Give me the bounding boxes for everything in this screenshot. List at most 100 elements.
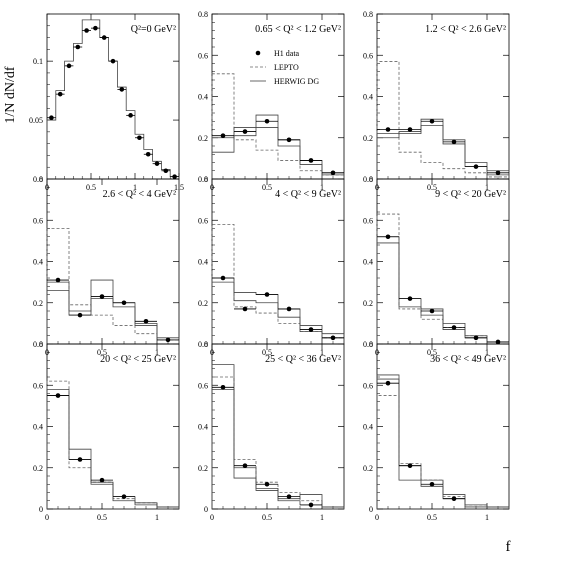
panel-5: 00.20.40.60.800.514 < Q² < 9 GeV² [198, 175, 345, 357]
y-tick-label: 0 [204, 175, 208, 184]
data-point [220, 385, 226, 390]
q2-range-label: 4 < Q² < 9 GeV² [275, 189, 341, 200]
data-point [172, 174, 177, 179]
data-point [330, 335, 336, 341]
legend-data-label: H1 data [274, 49, 300, 58]
x-tick-label: 0.5 [262, 183, 272, 192]
data-point [145, 151, 151, 157]
data-point [77, 312, 83, 318]
y-tick-label: 0.6 [33, 381, 43, 390]
y-tick-label: 0.8 [363, 10, 373, 19]
y-tick-label: 0.2 [198, 299, 208, 308]
y-tick-label: 0.8 [363, 340, 373, 349]
q2-range-label: 2.6 < Q² < 4 GeV² [103, 189, 176, 200]
legend-data-marker [255, 50, 261, 56]
y-tick-label: 0.2 [363, 464, 373, 473]
y-tick-label: 0.8 [33, 340, 43, 349]
y-tick-label: 0 [204, 505, 208, 514]
panel-frame [376, 13, 510, 180]
x-tick-label: 0 [45, 513, 49, 522]
y-tick-label: 0.4 [198, 423, 208, 432]
x-tick-label: 0.5 [97, 513, 107, 522]
x-tick-label: 1 [485, 348, 489, 357]
data-point [286, 494, 292, 499]
y-tick-label: 0.8 [33, 175, 43, 184]
data-point [308, 502, 314, 508]
y-tick-label: 0.6 [363, 51, 373, 60]
y-tick-label: 0 [204, 340, 208, 349]
data-point [242, 306, 248, 312]
panel-1: 00.050.100.511.5Q²=0 GeV² [29, 13, 184, 192]
panel-8: 00.20.40.60.80 0.5 125 < Q² < 36 GeV² [198, 340, 345, 522]
data-point [495, 170, 501, 176]
data-point [128, 113, 133, 118]
data-point [451, 496, 457, 501]
data-point [55, 393, 61, 398]
data-point [429, 118, 435, 124]
x-axis-label: f [506, 539, 511, 555]
panel-9: 00.20.40.60.80 0.5 136 < Q² < 49 GeV² [363, 340, 510, 522]
data-point [495, 339, 501, 345]
x-tick-label: 1 [485, 183, 489, 192]
y-tick-label: 0.4 [363, 423, 373, 432]
data-point [84, 28, 89, 33]
panel-frame [46, 13, 180, 180]
data-point [308, 327, 314, 332]
data-point [242, 129, 248, 134]
y-tick-label: 0.8 [198, 10, 208, 19]
data-point [99, 477, 105, 483]
q2-range-label: 25 < Q² < 36 GeV² [265, 354, 341, 365]
panel-3: 00.20.40.60.800.511.2 < Q² < 2.6 GeV² [363, 10, 510, 192]
data-point [407, 463, 413, 468]
q2-range-label: 1.2 < Q² < 2.6 GeV² [425, 24, 506, 35]
x-tick-label: 0 [210, 513, 214, 522]
data-point [451, 139, 457, 145]
lepto-histogram [211, 223, 345, 344]
y-tick-label: 0.4 [198, 258, 208, 267]
data-point [330, 170, 336, 176]
x-tick-label: 0.5 [427, 348, 437, 357]
y-tick-label: 0.2 [363, 134, 373, 143]
x-tick-label: 0.5 [427, 513, 437, 522]
data-point [143, 319, 149, 324]
x-tick-label: 0 [375, 513, 379, 522]
data-point [264, 481, 270, 487]
panel-4: 00.20.40.60.800.512.6 < Q² < 4 GeV² [33, 175, 180, 357]
x-tick-label: 0.5 [427, 183, 437, 192]
y-tick-label: 0 [369, 340, 373, 349]
q2-range-label: Q²=0 GeV² [131, 24, 176, 35]
q2-range-label: 20 < Q² < 25 GeV² [100, 354, 176, 365]
data-point [137, 135, 142, 141]
data-point [220, 133, 226, 138]
y-tick-label: 0.6 [363, 381, 373, 390]
y-tick-label: 0.4 [33, 423, 43, 432]
data-point [163, 168, 169, 174]
data-point [99, 294, 105, 299]
x-tick-label: 1 [155, 348, 159, 357]
data-point [77, 457, 83, 462]
y-tick-label: 0.8 [198, 175, 208, 184]
x-tick-label: 1 [155, 513, 159, 522]
y-axis-label: 1/N dN/df [3, 66, 18, 124]
data-point [121, 494, 127, 499]
herwig-histogram [376, 124, 510, 179]
herwig-histogram [211, 281, 345, 344]
herwig-histogram [376, 242, 510, 344]
x-tick-label: 0.5 [262, 348, 272, 357]
y-tick-label: 0.6 [363, 216, 373, 225]
data-point [407, 296, 413, 301]
data-point [66, 63, 72, 69]
data-point [93, 25, 98, 31]
y-tick-label: 0 [39, 340, 43, 349]
data-point [55, 277, 61, 283]
herwig-histogram [376, 378, 510, 509]
y-tick-label: 0 [369, 175, 373, 184]
data-point [264, 118, 270, 124]
data-point [385, 127, 391, 132]
y-tick-label: 0.2 [198, 464, 208, 473]
y-tick-label: 0.4 [33, 258, 43, 267]
y-tick-label: 0.8 [198, 340, 208, 349]
legend-lepto-label: LEPTO [274, 63, 299, 72]
q2-range-label: 9 < Q² < 20 GeV² [435, 189, 506, 200]
